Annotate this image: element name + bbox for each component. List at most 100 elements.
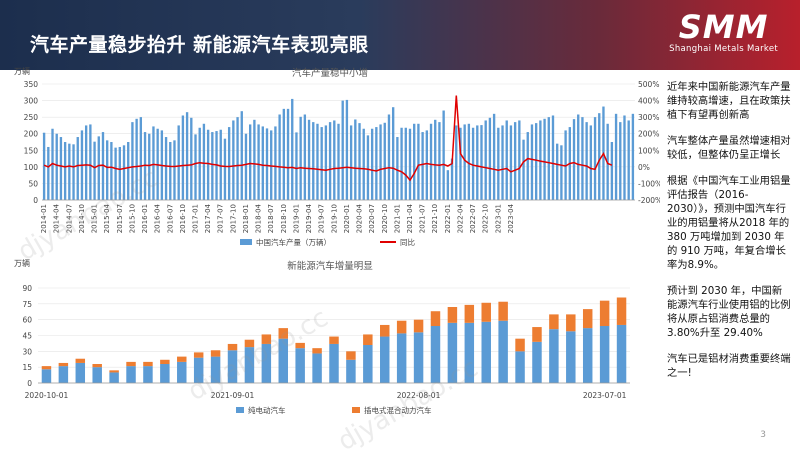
x-tick-label: 2016-04 <box>154 204 162 234</box>
bar-production <box>556 143 559 200</box>
y-tick-label: 0 <box>27 379 32 388</box>
bar-production <box>337 123 340 200</box>
bar-production <box>261 126 264 200</box>
bar-production <box>68 143 71 200</box>
bar-production <box>320 127 323 200</box>
bar-production <box>530 124 534 200</box>
bar-production <box>253 119 256 200</box>
bar-production <box>143 132 147 200</box>
bar-phev <box>498 301 508 321</box>
bar-production <box>152 126 155 200</box>
bar-phev <box>312 348 322 354</box>
bar-production <box>425 130 428 200</box>
bar-bev <box>193 357 204 383</box>
y-tick-label: 300 <box>24 97 39 106</box>
bar-phev <box>566 314 576 332</box>
bar-production <box>551 115 555 200</box>
bar-phev <box>515 338 525 352</box>
bar-bev <box>41 369 52 383</box>
bar-phev <box>278 328 288 339</box>
y2-tick-label: 500% <box>638 80 659 89</box>
bar-bev <box>515 351 525 383</box>
bar-production <box>232 120 235 200</box>
bar-production <box>236 117 239 200</box>
x-tick-label: 2018-10 <box>280 204 288 233</box>
bar-production <box>190 117 193 200</box>
bar-bev <box>109 372 119 383</box>
chart-title: 新能源汽车增量明显 <box>287 260 373 272</box>
bar-bev <box>380 336 390 383</box>
bar-production <box>463 124 466 200</box>
bar-production <box>173 140 176 200</box>
bar-production <box>627 120 630 200</box>
bar-production <box>265 128 269 200</box>
chart-auto-production: 汽车产量稳中小增 万辆 0 50 100 150 200 250 300 350 -200% -100… <box>14 66 660 247</box>
bar-production <box>257 124 260 200</box>
bar-production <box>169 142 172 200</box>
bar-production <box>581 117 584 200</box>
header-bar: 汽车产量稳步抬升 新能源汽车表现亮眼 SMM Shanghai Metals M… <box>0 0 800 70</box>
y-tick-label: 250 <box>24 113 39 122</box>
bar-bev <box>75 362 86 383</box>
bar-production <box>375 127 378 200</box>
bar-production <box>206 129 210 200</box>
bar-bev <box>532 341 542 383</box>
bar-phev <box>177 356 187 362</box>
bar-production <box>63 142 67 200</box>
bar-bev <box>261 343 272 383</box>
x-tick-label: 2020-10 <box>381 204 389 233</box>
bar-phev <box>464 304 475 323</box>
bar-phev <box>447 307 458 323</box>
bar-production <box>127 142 130 200</box>
bar-phev <box>430 311 441 326</box>
bar-bev <box>498 320 508 383</box>
commentary-paragraph: 汽车已是铝材消费重要终端之一! <box>667 353 791 379</box>
bar-production <box>631 113 635 200</box>
bar-production <box>185 112 189 200</box>
bar-phev <box>92 364 102 368</box>
bar-production <box>455 125 458 200</box>
bar-production <box>513 122 517 200</box>
bar-production <box>492 113 496 200</box>
bar-bev <box>329 343 339 383</box>
x-tick-label: 2014-04 <box>53 203 61 233</box>
bar-phev <box>616 297 627 325</box>
bar-production <box>148 133 151 200</box>
bar-production <box>539 120 542 200</box>
bar-production <box>307 119 311 200</box>
bar-production <box>177 125 180 200</box>
bar-production <box>299 116 302 200</box>
bar-production <box>467 123 471 200</box>
x-tick-label: 2016-01 <box>141 204 149 233</box>
bar-production <box>114 147 117 200</box>
bar-production <box>227 127 231 200</box>
bar-bev <box>143 366 153 383</box>
bar-production <box>560 145 563 200</box>
x-tick-label: 2018-07 <box>267 204 275 233</box>
x-tick-label: 2014-10 <box>78 204 86 233</box>
bar-production <box>270 130 273 200</box>
bar-phev <box>396 320 407 334</box>
bar-phev <box>413 319 424 333</box>
bar-phev <box>582 309 593 329</box>
bar-production <box>370 128 374 200</box>
y-tick-label: 200 <box>24 130 39 139</box>
x-tick-label: 2022-08-01 <box>397 391 441 400</box>
bar-production <box>333 120 336 200</box>
y2-tick-label: 200% <box>638 130 659 139</box>
bar-production <box>480 125 483 200</box>
bar-production <box>497 127 500 200</box>
x-tick-label: 2017-10 <box>229 204 237 233</box>
y-tick-label: 60 <box>22 316 32 325</box>
x-tick-label: 2019-04 <box>305 203 313 233</box>
bar-production <box>341 100 344 200</box>
bar-phev <box>329 336 339 344</box>
x-tick-label: 2020-04 <box>356 203 364 233</box>
page-title: 汽车产量稳步抬升 新能源汽车表现亮眼 <box>30 34 369 56</box>
bar-production <box>139 117 143 200</box>
bar-production <box>366 135 370 200</box>
bar-production <box>164 137 168 200</box>
y-axis-unit: 万辆 <box>14 258 30 268</box>
bar-production <box>181 115 185 200</box>
bar-phev <box>295 342 305 349</box>
